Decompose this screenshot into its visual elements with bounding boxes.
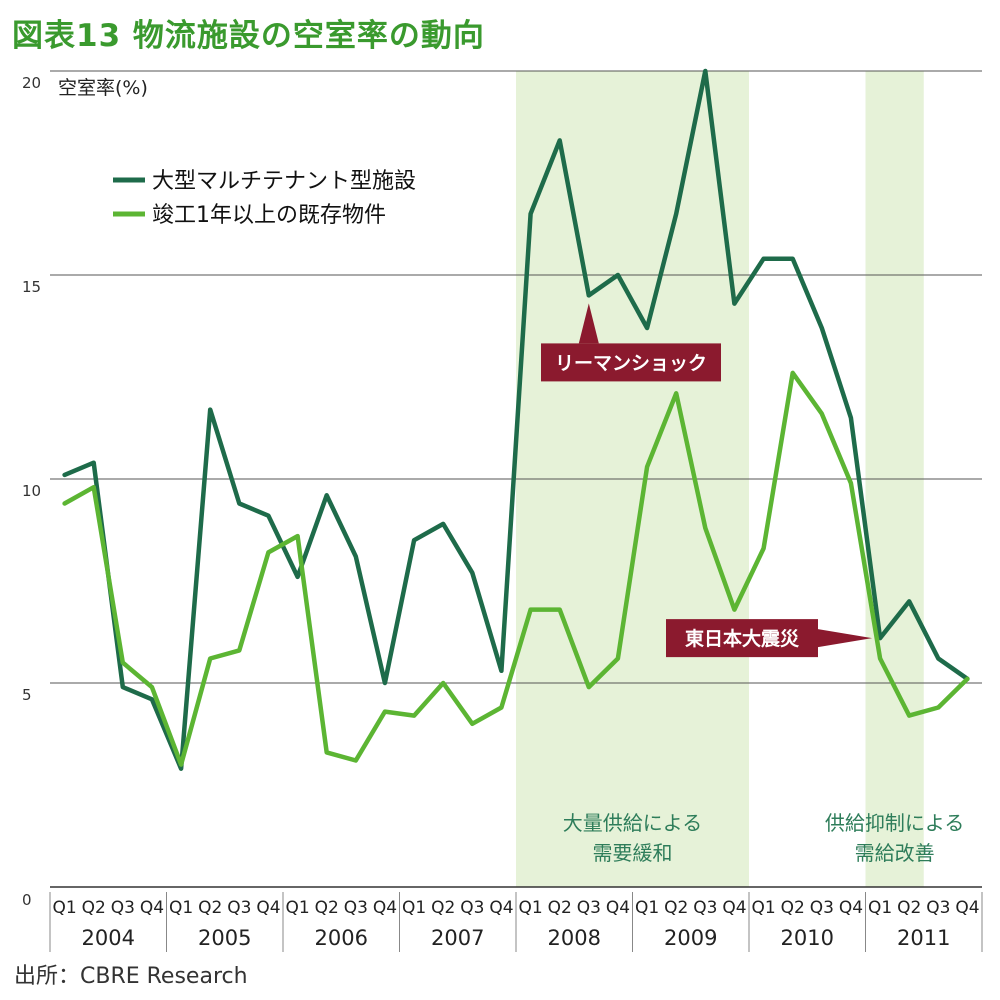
x-tick-label: Q2 bbox=[315, 898, 339, 918]
x-tick-label: Q1 bbox=[518, 898, 542, 918]
year-label: 2006 bbox=[315, 926, 368, 950]
y-tick-label: 0 bbox=[22, 891, 32, 909]
year-label: 2011 bbox=[897, 926, 950, 950]
y-tick-label: 20 bbox=[22, 74, 41, 92]
x-tick-label: Q3 bbox=[460, 898, 484, 918]
year-label: 2005 bbox=[198, 926, 251, 950]
x-tick-label: Q1 bbox=[751, 898, 775, 918]
year-label: 2010 bbox=[781, 926, 834, 950]
source-note: 出所：CBRE Research bbox=[14, 964, 248, 989]
y-tick-label: 15 bbox=[22, 278, 41, 296]
earthquake-label: 東日本大震災 bbox=[685, 627, 800, 650]
chart-title: 図表13 物流施設の空室率の動向 bbox=[12, 18, 485, 54]
x-tick-label: Q4 bbox=[140, 898, 164, 918]
shaded-period-label: 需要緩和 bbox=[593, 841, 673, 865]
y-tick-label: 5 bbox=[22, 686, 32, 704]
x-tick-label: Q4 bbox=[256, 898, 280, 918]
x-tick-label: Q3 bbox=[810, 898, 834, 918]
x-tick-label: Q2 bbox=[897, 898, 921, 918]
legend-entry: 竣工1年以上の既存物件 bbox=[152, 203, 386, 228]
y-axis-label: 空室率(%) bbox=[58, 77, 148, 99]
x-tick-label: Q4 bbox=[955, 898, 979, 918]
shaded-period-label: 供給抑制による bbox=[825, 811, 964, 835]
lehman-label: リーマンショック bbox=[555, 352, 707, 374]
x-tick-label: Q4 bbox=[489, 898, 513, 918]
x-tick-label: Q1 bbox=[52, 898, 76, 918]
series-line-2 bbox=[62, 370, 970, 767]
x-tick-label: Q3 bbox=[693, 898, 717, 918]
x-tick-label: Q4 bbox=[373, 898, 397, 918]
x-tick-label: Q2 bbox=[781, 898, 805, 918]
x-tick-label: Q2 bbox=[664, 898, 688, 918]
legend-entry: 大型マルチテナント型施設 bbox=[152, 169, 416, 194]
year-label: 2004 bbox=[82, 926, 135, 950]
x-tick-label: Q1 bbox=[169, 898, 193, 918]
year-label: 2009 bbox=[664, 926, 717, 950]
y-axis-ticks: 0 5 10 15 20 bbox=[22, 74, 41, 909]
x-tick-label: Q3 bbox=[577, 898, 601, 918]
shaded-period-label: 需給改善 bbox=[855, 841, 935, 865]
x-tick-label: Q3 bbox=[111, 898, 135, 918]
lehman-label-box bbox=[541, 343, 721, 382]
series-lines bbox=[62, 68, 970, 771]
x-tick-label: Q1 bbox=[868, 898, 892, 918]
x-tick-label: Q4 bbox=[722, 898, 746, 918]
x-tick-label: Q3 bbox=[926, 898, 950, 918]
year-label: 2008 bbox=[548, 926, 601, 950]
y-tick-label: 10 bbox=[22, 482, 41, 500]
lehman-arrow bbox=[578, 303, 599, 344]
earthquake-arrow bbox=[818, 629, 873, 648]
x-tick-label: Q4 bbox=[606, 898, 630, 918]
x-tick-label: Q3 bbox=[344, 898, 368, 918]
series-line-1 bbox=[62, 68, 970, 771]
shaded-period-label: 大量供給による bbox=[563, 811, 702, 835]
earthquake-label-box bbox=[666, 619, 818, 658]
x-tick-label: Q2 bbox=[548, 898, 572, 918]
x-tick-label: Q1 bbox=[285, 898, 309, 918]
x-tick-label: Q1 bbox=[635, 898, 659, 918]
x-axis: Q1 Q2 Q3 Q4 Q1 Q2 Q3 Q4 Q1 Q2 Q3 Q4 Q1 Q2 Q3 Q4 Q1 Q2 Q3 Q4… bbox=[49, 892, 983, 952]
x-tick-label: Q2 bbox=[431, 898, 455, 918]
x-tick-label: Q1 bbox=[402, 898, 426, 918]
x-tick-label: Q2 bbox=[198, 898, 222, 918]
x-tick-label: Q4 bbox=[839, 898, 863, 918]
year-label: 2007 bbox=[431, 926, 484, 950]
x-tick-label: Q3 bbox=[227, 898, 251, 918]
x-tick-label: Q2 bbox=[82, 898, 106, 918]
